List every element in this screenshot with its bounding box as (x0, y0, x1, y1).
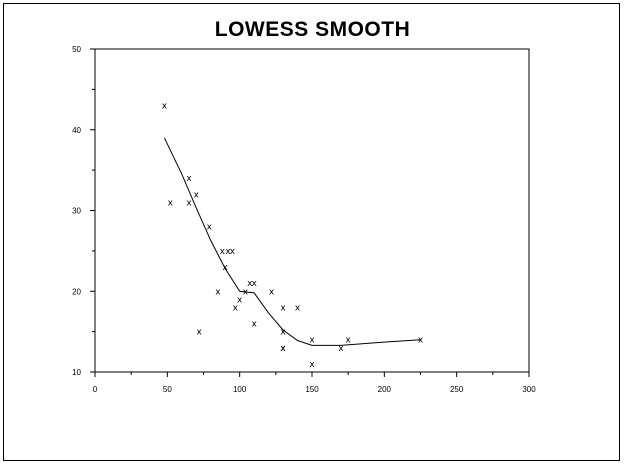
x-tick-label: 0 (93, 385, 98, 394)
y-tick-label: 40 (72, 126, 81, 135)
x-tick-label: 150 (305, 385, 319, 394)
x-tick-label: 100 (233, 385, 247, 394)
x-tick-label: 50 (163, 385, 172, 394)
chart-title: LOWESS SMOOTH (214, 18, 411, 41)
data-point: x (295, 303, 301, 313)
data-point: x (280, 344, 286, 354)
data-point: x (269, 287, 275, 297)
y-tick-label: 50 (72, 45, 81, 54)
data-point: x (186, 174, 192, 184)
data-point: x (162, 102, 168, 112)
data-point: x (168, 198, 174, 208)
data-point: x (280, 303, 286, 313)
y-tick-label: 10 (72, 368, 81, 377)
data-point: x (237, 295, 243, 305)
data-point: x (220, 247, 226, 257)
data-point: x (251, 279, 257, 289)
data-point: x (346, 336, 352, 346)
data-point: x (233, 303, 239, 313)
plot-area-border (94, 48, 530, 373)
data-point: x (243, 287, 249, 297)
data-point: x (186, 198, 192, 208)
x-tick-label: 250 (450, 385, 464, 394)
data-point: x (251, 320, 257, 330)
data-point: x (223, 263, 229, 273)
data-point: x (194, 190, 200, 200)
data-point: x (280, 328, 286, 338)
data-point: x (338, 344, 344, 354)
y-tick-label: 30 (72, 207, 81, 216)
data-point: x (280, 344, 286, 354)
data-point: x (196, 328, 202, 338)
lowess-smooth-line (163, 137, 421, 346)
data-point: x (225, 247, 231, 257)
data-point: x (230, 247, 236, 257)
data-point: x (215, 287, 221, 297)
data-point: x (309, 360, 315, 370)
data-point: x (247, 279, 253, 289)
y-tick-label: 20 (72, 287, 81, 296)
data-point: x (418, 336, 424, 346)
x-tick-label: 300 (522, 385, 536, 394)
data-point: x (207, 223, 213, 233)
data-point: x (309, 336, 315, 346)
x-tick-label: 200 (378, 385, 392, 394)
chart-frame (3, 3, 620, 461)
